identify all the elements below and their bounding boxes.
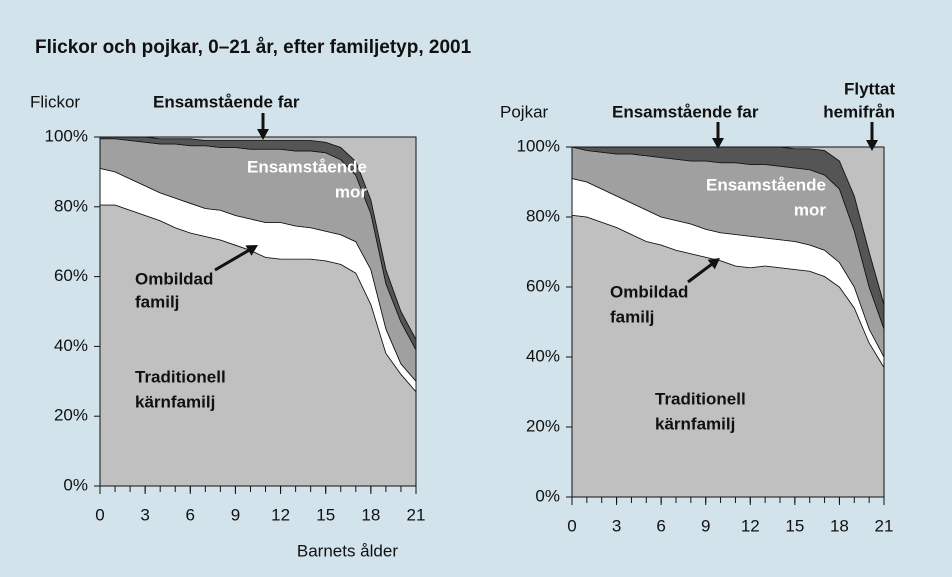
arrow-head [866,140,878,151]
arrow-shaft [214,248,252,272]
annotation: kärnfamilj [655,414,735,433]
annotation: familj [610,307,654,326]
annotation: Ensamstående far [153,92,300,111]
y-tick-label: 20% [526,416,560,435]
x-tick-label: 6 [656,516,665,535]
x-tick-label: 9 [231,505,240,524]
annotation: mor [335,182,368,201]
arrow-shaft [687,262,714,284]
annotation: familj [135,292,179,311]
arrow-head [707,258,720,270]
x-tick-label: 12 [271,505,290,524]
plot-frame [571,146,885,498]
x-tick-label: 6 [186,505,195,524]
y-tick-label: 40% [526,346,560,365]
x-axis-title: Barnets ålder [297,541,398,560]
y-tick-label: 60% [526,276,560,295]
x-tick-label: 18 [361,505,380,524]
y-tick-label: 100% [517,136,560,155]
x-tick-label: 18 [830,516,849,535]
annotation: Ombildad [135,269,213,288]
y-tick-label: 40% [54,336,88,355]
x-tick-label: 15 [785,516,804,535]
y-axis-title: Pojkar [500,102,549,121]
annotation: mor [794,200,827,219]
x-tick-label: 12 [741,516,760,535]
x-tick-label: 15 [316,505,335,524]
arrow-head [257,129,269,140]
y-tick-label: 60% [54,266,88,285]
annotation: kärnfamilj [135,392,215,411]
y-axis-title: Flickor [30,92,80,111]
x-tick-label: 0 [567,516,576,535]
arrow-head [245,245,258,256]
annotation: Traditionell [135,367,226,386]
x-tick-label: 9 [701,516,710,535]
x-tick-label: 21 [875,516,894,535]
annotation: Ensamstående [706,175,826,194]
annotation: Ensamstående [247,157,367,176]
y-tick-label: 80% [526,206,560,225]
x-tick-label: 0 [95,505,104,524]
annotation: Ombildad [610,282,688,301]
y-tick-label: 0% [63,475,88,494]
arrow-head [712,138,724,149]
x-tick-label: 3 [140,505,149,524]
annotation: Flyttat [844,79,895,98]
plot-frame [99,136,417,487]
y-tick-label: 0% [535,486,560,505]
annotation: Traditionell [655,389,746,408]
y-tick-label: 100% [45,126,88,145]
x-tick-label: 21 [407,505,426,524]
y-tick-label: 20% [54,406,88,425]
annotation: Ensamstående far [612,102,759,121]
x-tick-label: 3 [612,516,621,535]
annotation: hemifrån [823,102,895,121]
y-tick-label: 80% [54,196,88,215]
page-title: Flickor och pojkar, 0–21 år, efter famil… [35,37,472,58]
